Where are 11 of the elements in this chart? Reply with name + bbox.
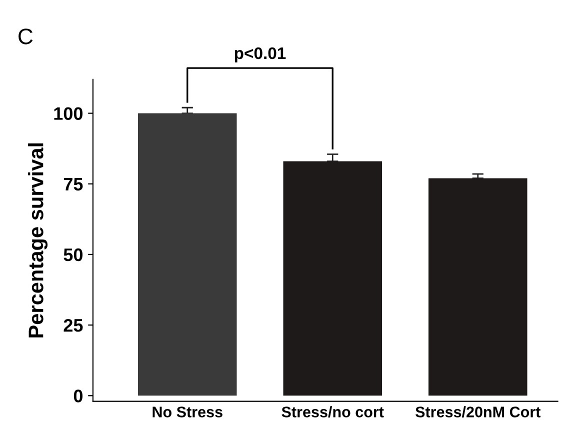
y-tick-label: 0 bbox=[74, 390, 82, 402]
x-tick-label: Stress/no cort bbox=[282, 406, 384, 418]
y-tick-label: 100 bbox=[54, 107, 82, 120]
text: C bbox=[18, 28, 33, 44]
x-tick-label: No Stress bbox=[152, 406, 222, 418]
y-tick-label: 50 bbox=[64, 248, 82, 262]
y-tick-label: 25 bbox=[64, 319, 83, 332]
y-axis-title: Percentage survival bbox=[28, 143, 48, 338]
x-tick-label: Stress/20nM Cort bbox=[415, 406, 541, 418]
text: p<0.01 bbox=[234, 47, 286, 62]
y-tick-label: 75 bbox=[64, 178, 83, 191]
